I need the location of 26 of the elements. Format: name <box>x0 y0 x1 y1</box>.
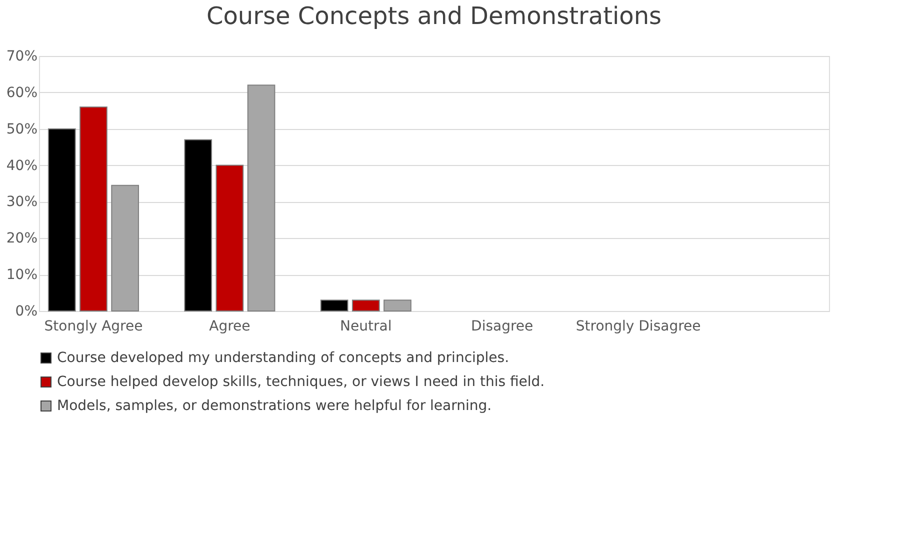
y-tick-label: 70% <box>6 48 38 64</box>
legend-label: Course helped develop skills, techniques, or views I need in this field. <box>57 374 545 390</box>
bar <box>184 139 212 312</box>
y-tick-label: 60% <box>6 84 38 101</box>
bar <box>320 300 348 312</box>
y-tick-label: 10% <box>6 267 38 284</box>
x-tick-label: Neutral <box>340 318 392 334</box>
y-tick-label: 40% <box>6 158 38 174</box>
legend-label: Models, samples, or demonstrations were helpful for learning. <box>57 398 492 414</box>
bar <box>111 184 139 312</box>
chart-title: Course Concepts and Demonstrations <box>206 2 662 30</box>
y-tick-label: 50% <box>6 121 38 138</box>
bar <box>48 128 76 312</box>
bar <box>216 164 244 312</box>
x-tick-label: Stongly Agree <box>44 318 143 334</box>
bar <box>247 84 276 312</box>
legend-label: Course developed my understanding of concepts and principles. <box>57 350 510 366</box>
y-tick-label: 0% <box>15 304 38 320</box>
x-tick-label: Strongly Disagree <box>576 318 701 334</box>
x-tick-label: Agree <box>209 318 250 334</box>
y-tick-label: 30% <box>6 194 38 210</box>
y-tick-label: 20% <box>6 230 38 247</box>
bar <box>352 300 380 312</box>
x-tick-label: Disagree <box>471 318 534 334</box>
bar <box>80 106 108 312</box>
bar <box>384 300 412 312</box>
